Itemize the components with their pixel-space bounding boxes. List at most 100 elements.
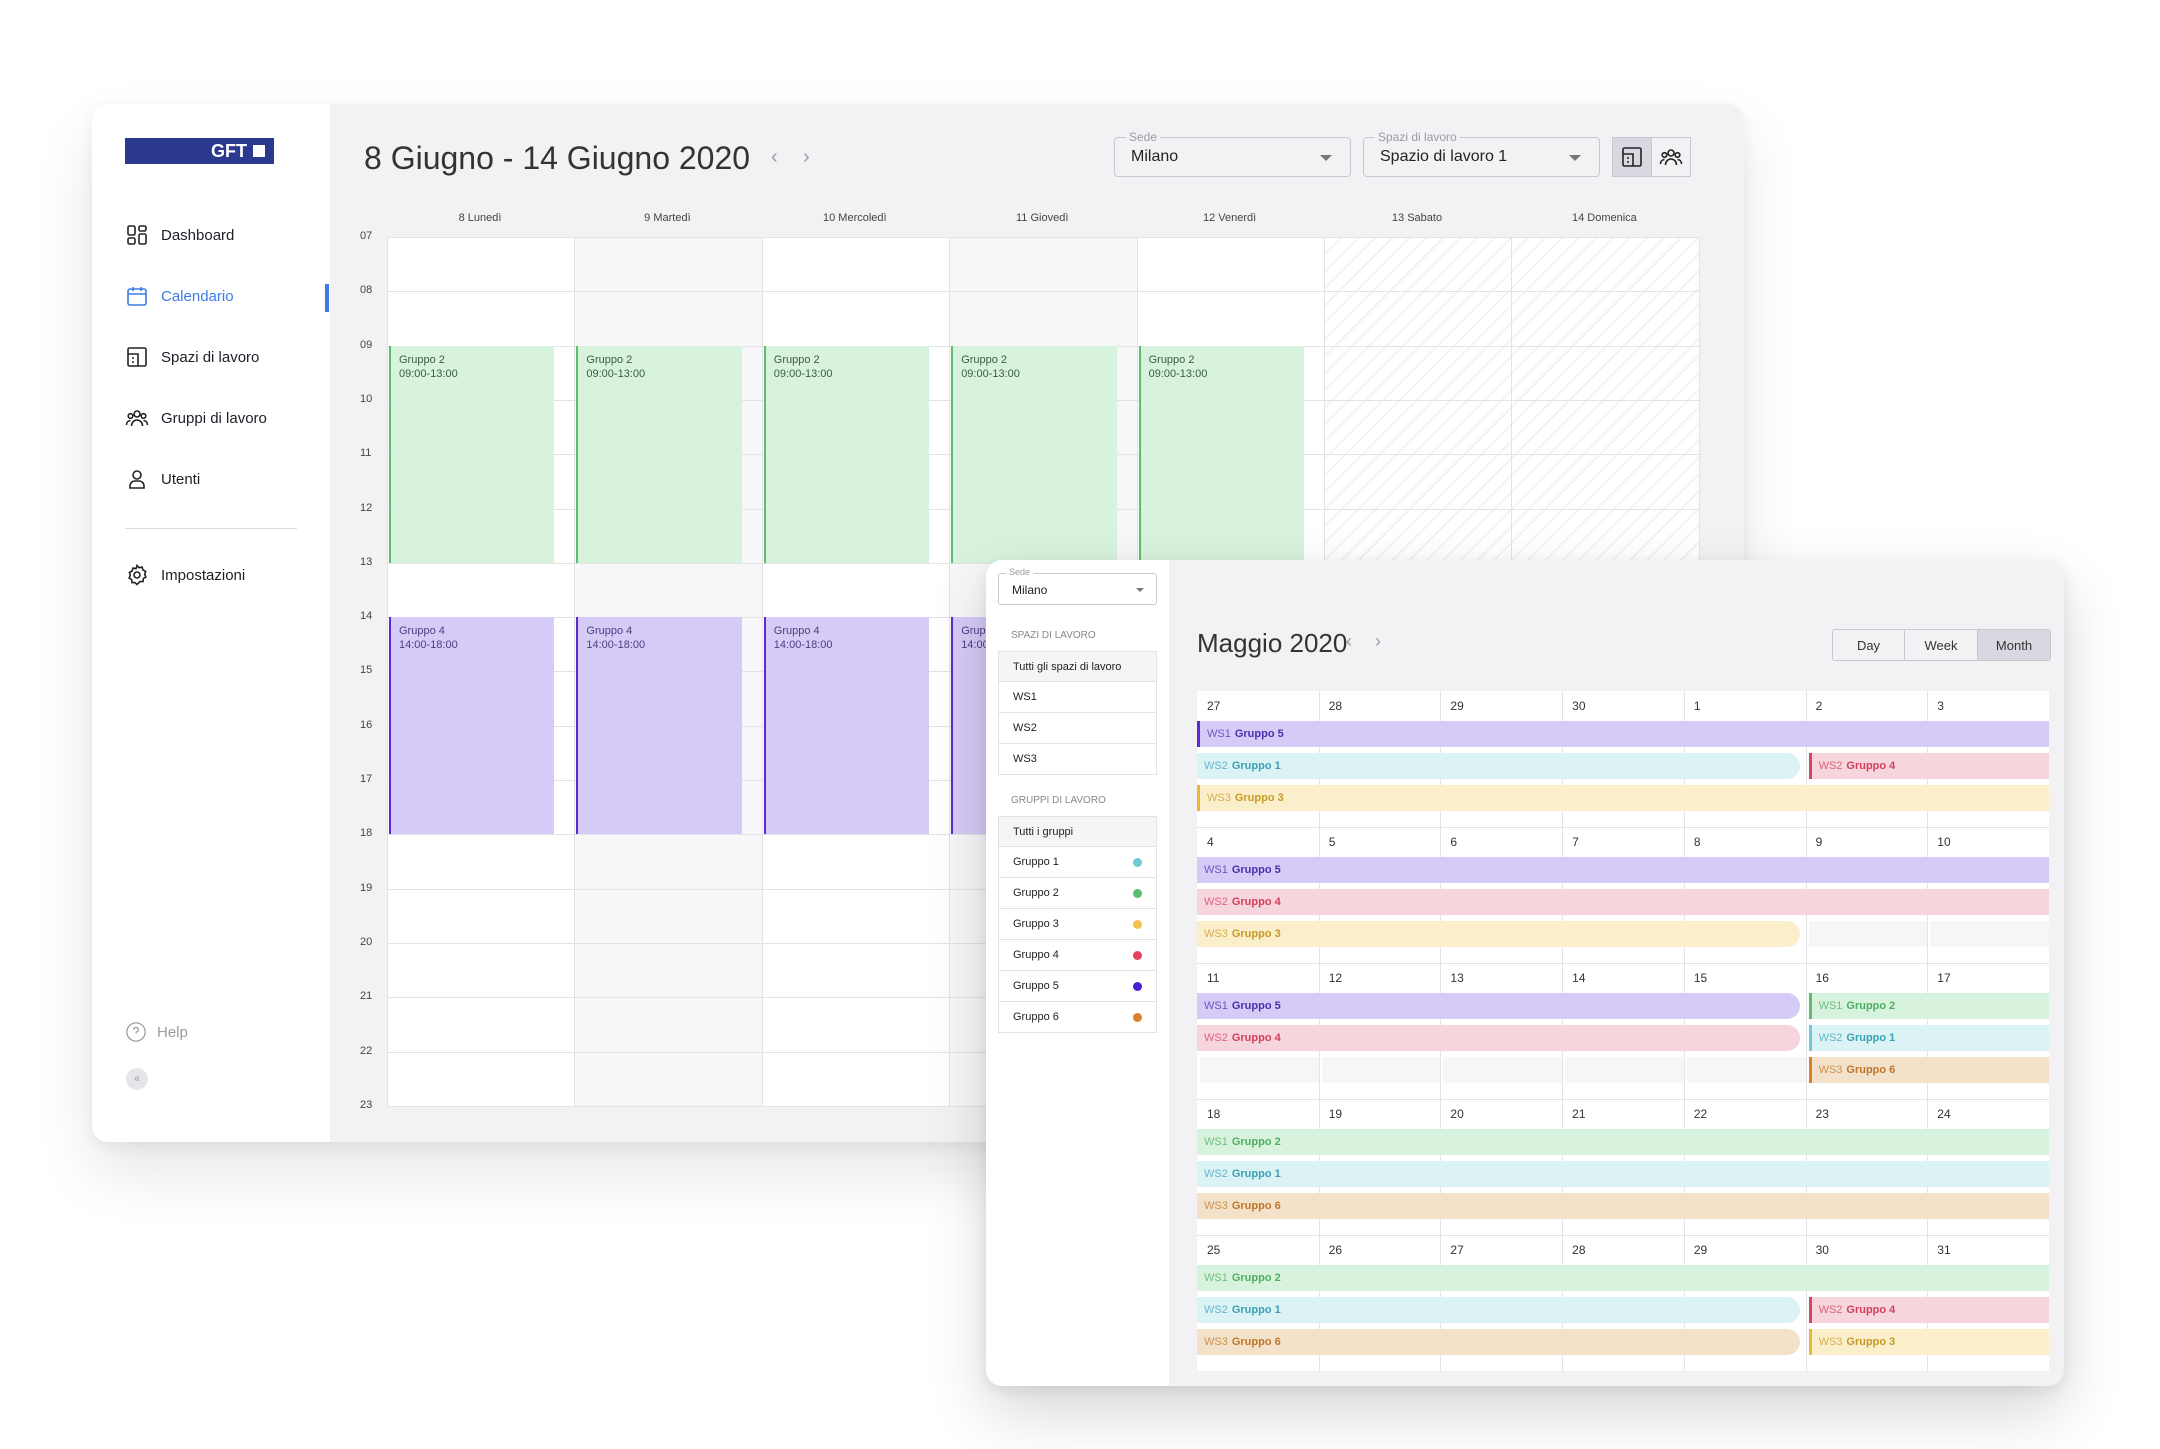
event-block[interactable]: Gruppo 2 09:00-13:00 — [576, 345, 742, 563]
empty-slot — [1200, 1057, 1319, 1083]
spazi-select[interactable]: Spazi di lavoro Spazio di lavoro 1 — [1363, 130, 1600, 177]
help-link[interactable]: Help — [125, 1021, 188, 1043]
booking-workspace: WS2 — [1818, 760, 1843, 772]
booking-bar[interactable]: WS1 Gruppo 2 — [1197, 1129, 2049, 1155]
booking-bar[interactable]: WS3 Gruppo 3 — [1808, 1329, 2049, 1355]
booking-bar[interactable]: WS2 Gruppo 4 — [1197, 1025, 1800, 1051]
spazi-filter-item[interactable]: WS1 — [998, 682, 1157, 713]
prev-week-button[interactable]: ‹ — [771, 146, 778, 168]
view-day-button[interactable]: Day — [1833, 630, 1905, 660]
hour-label: 13 — [360, 555, 373, 568]
gft-logo[interactable]: GFT — [125, 138, 274, 164]
booking-bar[interactable]: WS3 Gruppo 6 — [1197, 1193, 2049, 1219]
sidebar-item-gruppi[interactable]: Gruppi di lavoro — [125, 403, 267, 433]
booking-bar[interactable]: WS3 Gruppo 3 — [1197, 921, 1800, 947]
event-block[interactable]: Gruppo 2 09:00-13:00 — [763, 345, 930, 563]
empty-slot — [1321, 1057, 1441, 1083]
day-number: 22 — [1693, 1107, 1708, 1121]
next-month-button[interactable]: › — [1375, 631, 1381, 651]
booking-group: Gruppo 3 — [1234, 792, 1284, 804]
spazi-filter-item[interactable]: WS2 — [998, 713, 1157, 744]
booking-bar[interactable]: WS1 Gruppo 5 — [1197, 993, 1800, 1019]
filter-item-label: WS2 — [1013, 722, 1037, 734]
filter-item-label: Gruppo 6 — [1013, 1011, 1059, 1023]
sidebar-item-dashboard[interactable]: Dashboard — [125, 220, 234, 250]
gruppi-filter-item[interactable]: Tutti i gruppi — [998, 816, 1157, 847]
collapse-sidebar-button[interactable]: « — [126, 1068, 148, 1090]
booking-bar[interactable]: WS1 Gruppo 5 — [1197, 857, 2049, 883]
color-dot-icon — [1133, 888, 1142, 898]
booking-workspace: WS1 — [1207, 728, 1231, 740]
event-title: Gruppo 4 — [586, 625, 633, 638]
hour-gridline — [387, 291, 1699, 293]
booking-bar[interactable]: WS2 Gruppo 1 — [1197, 1297, 1800, 1323]
day-number: 29 — [1693, 1243, 1708, 1257]
booking-group: Gruppo 1 — [1846, 1032, 1896, 1044]
day-number: 24 — [1937, 1107, 1951, 1121]
prev-month-button[interactable]: ‹ — [1346, 631, 1352, 651]
day-number: 15 — [1693, 971, 1708, 985]
event-title: Gruppo 4 — [399, 625, 445, 638]
hour-label: 16 — [360, 718, 373, 731]
gruppi-filter-item[interactable]: Gruppo 1 — [998, 847, 1157, 878]
booking-bar[interactable]: WS1 Gruppo 2 — [1197, 1265, 2049, 1291]
spazi-filter-item[interactable]: Tutti gli spazi di lavoro — [998, 651, 1157, 682]
event-time: 09:00-13:00 — [586, 367, 646, 380]
sidebar-item-spazi[interactable]: Spazi di lavoro — [125, 342, 259, 372]
day-number: 12 — [1328, 971, 1343, 985]
sede-select[interactable]: Sede Milano — [1114, 130, 1351, 177]
booking-workspace: WS2 — [1204, 1168, 1228, 1180]
sidebar-item-utenti[interactable]: Utenti — [125, 464, 200, 494]
hour-label: 07 — [360, 230, 373, 242]
event-block[interactable]: Gruppo 2 09:00-13:00 — [389, 345, 555, 563]
booking-bar[interactable]: WS2 Gruppo 1 — [1197, 1161, 2049, 1187]
day-number: 4 — [1207, 835, 1214, 849]
view-week-button[interactable]: Week — [1905, 630, 1978, 660]
gruppi-filter-item[interactable]: Gruppo 2 — [998, 878, 1157, 909]
hour-label: 14 — [360, 610, 373, 623]
gruppi-filter-item[interactable]: Gruppo 5 — [998, 971, 1157, 1002]
gruppi-filter-item[interactable]: Gruppo 6 — [998, 1002, 1157, 1033]
gruppi-filter-item[interactable]: Gruppo 4 — [998, 940, 1157, 971]
booking-bar[interactable]: WS2 Gruppo 4 — [1808, 753, 2049, 779]
help-label: Help — [157, 1023, 188, 1041]
booking-bar[interactable]: WS2 Gruppo 1 — [1197, 753, 1800, 779]
group-view-button[interactable] — [1651, 137, 1691, 177]
next-week-button[interactable]: › — [803, 146, 810, 168]
booking-bar[interactable]: WS1 Gruppo 2 — [1808, 993, 2049, 1019]
day-number: 9 — [1815, 835, 1823, 849]
workspace-view-button[interactable] — [1612, 137, 1652, 177]
sidebar-item-calendario[interactable]: Calendario — [125, 281, 234, 311]
booking-bar[interactable]: WS3 Gruppo 6 — [1197, 1329, 1800, 1355]
active-indicator — [325, 284, 329, 312]
booking-workspace: WS1 — [1204, 1000, 1228, 1012]
booking-bar[interactable]: WS2 Gruppo 4 — [1808, 1297, 2049, 1323]
booking-bar[interactable]: WS2 Gruppo 4 — [1197, 889, 2049, 915]
sede-select[interactable]: Sede Milano — [998, 567, 1157, 605]
sede-select-label: Sede — [1006, 567, 1034, 577]
spazi-filter-item[interactable]: WS3 — [998, 744, 1157, 775]
hour-label: 17 — [360, 773, 373, 785]
booking-bar[interactable]: WS2 Gruppo 1 — [1808, 1025, 2049, 1051]
view-month-button[interactable]: Month — [1978, 630, 2050, 660]
event-block[interactable]: Gruppo 2 09:00-13:00 — [951, 345, 1117, 563]
hour-label: 09 — [360, 338, 373, 351]
booking-bar[interactable]: WS1 Gruppo 5 — [1197, 721, 2049, 747]
booking-workspace: WS2 — [1204, 1304, 1228, 1316]
day-header: 12 Venerdì — [1202, 212, 1257, 224]
event-block[interactable]: Gruppo 2 09:00-13:00 — [1138, 345, 1304, 563]
booking-workspace: WS3 — [1204, 1200, 1228, 1212]
booking-bar[interactable]: WS3 Gruppo 6 — [1808, 1057, 2049, 1083]
hour-label: 21 — [360, 990, 373, 1003]
sidebar-item-impostazioni[interactable]: Impostazioni — [125, 560, 245, 590]
user-icon — [129, 470, 145, 489]
booking-bar[interactable]: WS3 Gruppo 3 — [1197, 785, 2049, 811]
day-header: 10 Mercoledì — [823, 212, 887, 224]
gruppi-filter-item[interactable]: Gruppo 3 — [998, 909, 1157, 940]
day-number: 16 — [1815, 971, 1829, 985]
booking-group: Gruppo 5 — [1231, 864, 1281, 876]
event-time: 09:00-13:00 — [773, 367, 833, 380]
